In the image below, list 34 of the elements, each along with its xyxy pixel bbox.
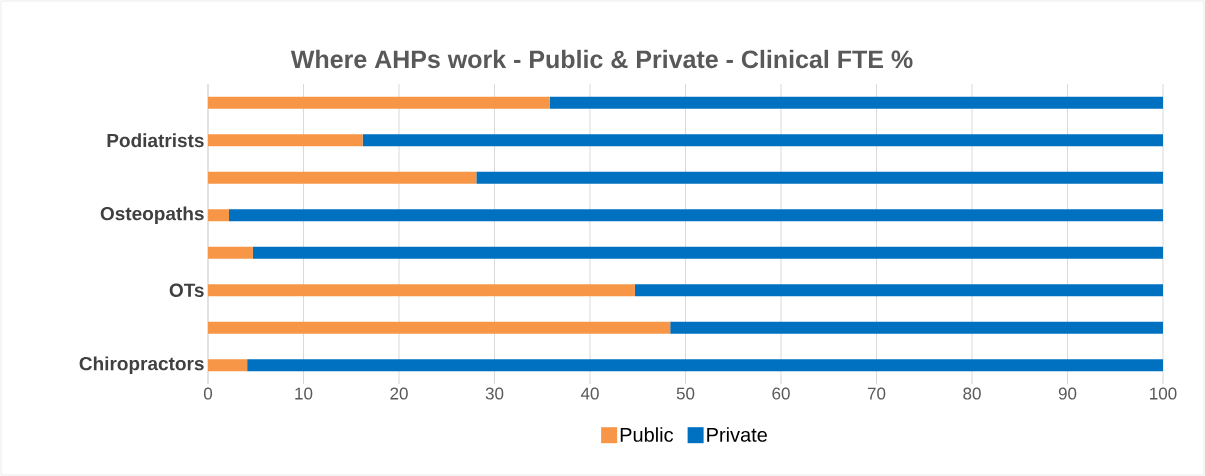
x-tick-label: 90	[1058, 387, 1077, 400]
bar	[476, 171, 1163, 184]
y-tick-label: OTs	[169, 283, 204, 297]
x-tick-label: 10	[295, 387, 313, 400]
bar	[362, 134, 1163, 147]
bar	[252, 246, 1163, 259]
y-tick-label: Podiatrists	[107, 133, 204, 148]
bar	[208, 284, 635, 297]
bar	[208, 246, 253, 259]
x-tick-label: 60	[772, 387, 790, 400]
x-tick-label: 40	[580, 387, 599, 400]
bar	[208, 359, 248, 372]
x-tick-label: 80	[963, 387, 981, 400]
bar	[208, 171, 477, 184]
bar	[247, 359, 1163, 372]
y-tick-label: Chiropractors	[79, 356, 204, 375]
x-tick-label: 70	[867, 387, 886, 400]
legend-label: Public	[620, 427, 674, 442]
x-tick-label: 0	[203, 387, 213, 400]
bar	[549, 96, 1163, 109]
bar	[208, 321, 671, 334]
bar	[208, 209, 230, 222]
legend-label: Private	[707, 427, 767, 442]
x-tick-label: 30	[485, 387, 504, 400]
y-tick-label: Osteopaths	[100, 206, 204, 225]
bar	[634, 284, 1163, 297]
x-tick-label: 50	[676, 387, 695, 400]
bar	[670, 321, 1163, 334]
bar	[229, 209, 1163, 222]
bar	[208, 134, 363, 147]
chart-title: Where AHPs work - Public & Private - Clinical FTE %	[290, 49, 913, 69]
x-tick-label: 100	[1150, 387, 1177, 400]
bar	[208, 96, 550, 109]
x-tick-label: 20	[390, 387, 408, 400]
